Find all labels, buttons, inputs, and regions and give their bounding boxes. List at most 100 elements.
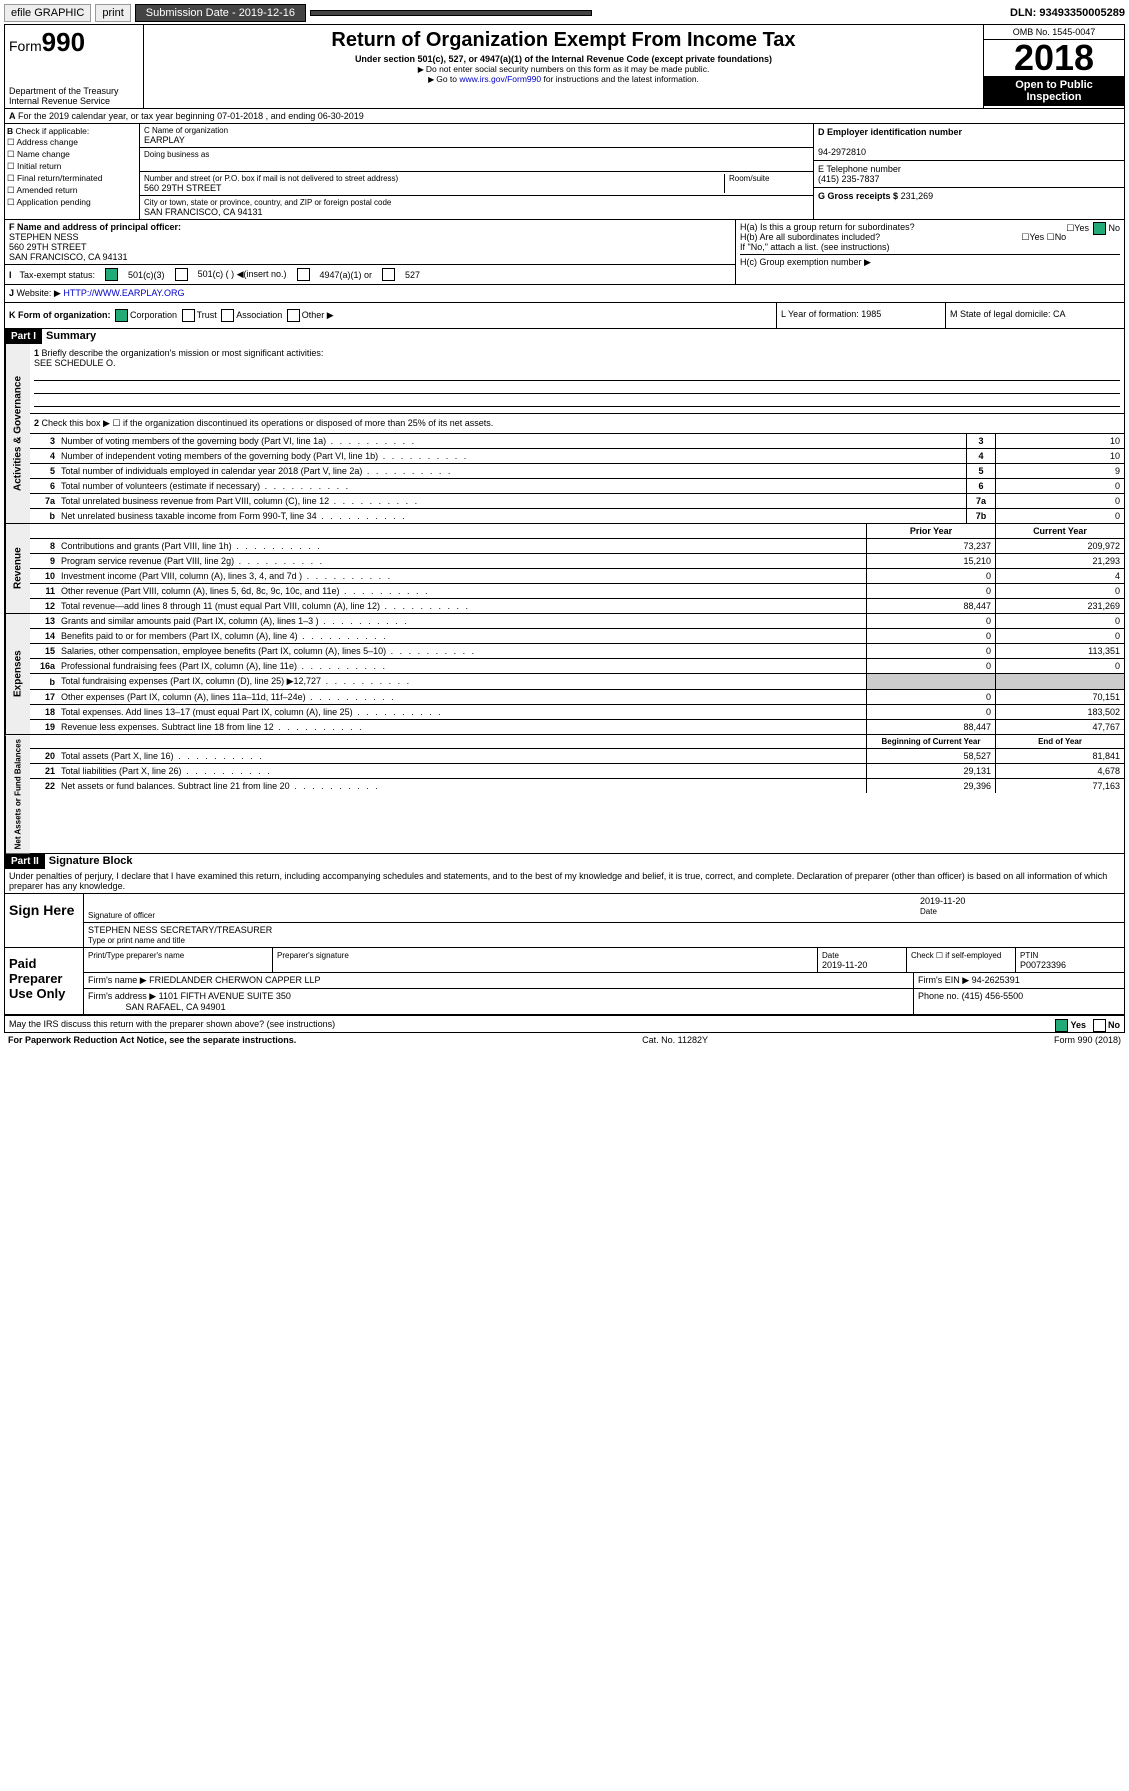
k-label: K Form of organization:: [9, 310, 111, 320]
firm-address: 1101 FIFTH AVENUE SUITE 350: [159, 991, 291, 1001]
print-name-label: Type or print name and title: [88, 936, 185, 945]
chk-initial[interactable]: ☐ Initial return: [7, 161, 137, 172]
dba-label: Doing business as: [144, 150, 809, 159]
pp-sig-label: Preparer's signature: [277, 951, 349, 960]
gross-receipts: 231,269: [901, 191, 934, 201]
hb-note: If "No," attach a list. (see instruction…: [740, 242, 1120, 252]
declaration: Under penalties of perjury, I declare th…: [5, 869, 1124, 894]
chk-501c[interactable]: [175, 268, 188, 281]
part1-header: Part I: [5, 329, 42, 344]
discuss-yes[interactable]: [1055, 1019, 1068, 1032]
sign-here-label: Sign Here: [5, 894, 84, 947]
year-formation: L Year of formation: 1985: [777, 303, 946, 328]
addr-label: Number and street (or P.O. box if mail i…: [144, 174, 724, 183]
phone-label: Phone no.: [918, 991, 959, 1001]
prior-year-hdr: Prior Year: [866, 524, 995, 538]
efile-button[interactable]: efile GRAPHIC: [4, 4, 91, 22]
chk-assoc[interactable]: [221, 309, 234, 322]
officer-name: STEPHEN NESS: [9, 232, 79, 242]
note2-post: for instructions and the latest informat…: [541, 74, 699, 84]
firm-addr-label: Firm's address ▶: [88, 991, 156, 1001]
spacer: [310, 10, 592, 16]
j-label: Website: ▶: [17, 288, 61, 298]
telephone: (415) 235-7837: [818, 174, 880, 184]
row-a-text: For the 2019 calendar year, or tax year …: [18, 111, 364, 121]
chk-corp[interactable]: [115, 309, 128, 322]
chk-amended[interactable]: ☐ Amended return: [7, 185, 137, 196]
sig-officer-label: Signature of officer: [88, 911, 155, 920]
form-footer: Form 990 (2018): [1054, 1035, 1121, 1045]
ptin-label: PTIN: [1020, 951, 1038, 960]
street-address: 560 29TH STREET: [144, 183, 724, 193]
g-label: G Gross receipts $: [818, 191, 898, 201]
chk-501c3[interactable]: [105, 268, 118, 281]
vtab-governance: Activities & Governance: [5, 344, 30, 523]
dln: DLN: 93493350005289: [1010, 7, 1125, 19]
print-button[interactable]: print: [95, 4, 130, 22]
l1-label: Briefly describe the organization's miss…: [42, 348, 324, 358]
l2-text: Check this box ▶ ☐ if the organization d…: [42, 418, 494, 428]
chk-name[interactable]: ☐ Name change: [7, 149, 137, 160]
i-label: Tax-exempt status:: [20, 270, 96, 280]
part2-header: Part II: [5, 854, 45, 869]
firm-label: Firm's name ▶: [88, 975, 147, 985]
subtitle: Under section 501(c), 527, or 4947(a)(1)…: [146, 54, 981, 64]
ein: 94-2972810: [818, 147, 866, 157]
sig-date: 2019-11-20: [920, 896, 1120, 906]
note-ssn: Do not enter social security numbers on …: [146, 64, 981, 74]
b-label: Check if applicable:: [16, 126, 90, 136]
form-title: Return of Organization Exempt From Incom…: [146, 29, 981, 52]
l1-value: SEE SCHEDULE O.: [34, 358, 116, 368]
city-label: City or town, state or province, country…: [144, 198, 809, 207]
f-label: F Name and address of principal officer:: [9, 222, 181, 232]
pra-notice: For Paperwork Reduction Act Notice, see …: [8, 1035, 296, 1045]
ha-no[interactable]: [1093, 222, 1106, 235]
date-label: Date: [920, 907, 937, 916]
website-link[interactable]: HTTP://WWW.EARPLAY.ORG: [63, 288, 184, 298]
eoy-hdr: End of Year: [995, 735, 1124, 748]
org-name: EARPLAY: [144, 135, 809, 145]
submission-date: Submission Date - 2019-12-16: [135, 4, 306, 22]
city-state-zip: SAN FRANCISCO, CA 94131: [144, 207, 809, 217]
officer-city: SAN FRANCISCO, CA 94131: [9, 252, 128, 262]
form-label: Form: [9, 38, 42, 54]
note2-pre: Go to: [436, 74, 459, 84]
c-name-label: C Name of organization: [144, 126, 809, 135]
current-year-hdr: Current Year: [995, 524, 1124, 538]
ha-label: H(a) Is this a group return for subordin…: [740, 222, 915, 232]
pp-self-employed[interactable]: Check ☐ if self-employed: [911, 951, 1001, 960]
chk-4947[interactable]: [297, 268, 310, 281]
discuss-text: May the IRS discuss this return with the…: [9, 1019, 335, 1029]
d-label: D Employer identification number: [818, 127, 962, 137]
paid-preparer-label: Paid Preparer Use Only: [5, 948, 84, 1014]
chk-other[interactable]: [287, 309, 300, 322]
discuss-no[interactable]: [1093, 1019, 1106, 1032]
chk-527[interactable]: [382, 268, 395, 281]
boy-hdr: Beginning of Current Year: [866, 735, 995, 748]
part1-title: Summary: [46, 330, 96, 342]
pp-date-label: Date: [822, 951, 839, 960]
vtab-netassets: Net Assets or Fund Balances: [5, 735, 30, 853]
firm-name: FRIEDLANDER CHERWON CAPPER LLP: [149, 975, 320, 985]
firm-ein: 94-2625391: [972, 975, 1020, 985]
vtab-expenses: Expenses: [5, 614, 30, 734]
officer-print-name: STEPHEN NESS SECRETARY/TREASURER: [88, 925, 1120, 935]
room-label: Room/suite: [729, 174, 809, 183]
chk-trust[interactable]: [182, 309, 195, 322]
irs-link[interactable]: www.irs.gov/Form990: [459, 74, 541, 84]
vtab-revenue: Revenue: [5, 524, 30, 613]
chk-address[interactable]: ☐ Address change: [7, 137, 137, 148]
tax-year: 2018: [984, 40, 1124, 76]
part2-title: Signature Block: [49, 855, 133, 867]
pp-name-label: Print/Type preparer's name: [88, 951, 184, 960]
firm-phone: (415) 456-5500: [962, 991, 1024, 1001]
officer-addr: 560 29TH STREET: [9, 242, 87, 252]
chk-pending[interactable]: ☐ Application pending: [7, 197, 137, 208]
state-domicile: M State of legal domicile: CA: [946, 303, 1124, 328]
hc-label: H(c) Group exemption number ▶: [740, 254, 1120, 268]
dept: Department of the Treasury Internal Reve…: [9, 86, 139, 106]
e-label: E Telephone number: [818, 164, 901, 174]
hb-label: H(b) Are all subordinates included?: [740, 232, 880, 242]
chk-final[interactable]: ☐ Final return/terminated: [7, 173, 137, 184]
firm-city: SAN RAFAEL, CA 94901: [126, 1002, 226, 1012]
